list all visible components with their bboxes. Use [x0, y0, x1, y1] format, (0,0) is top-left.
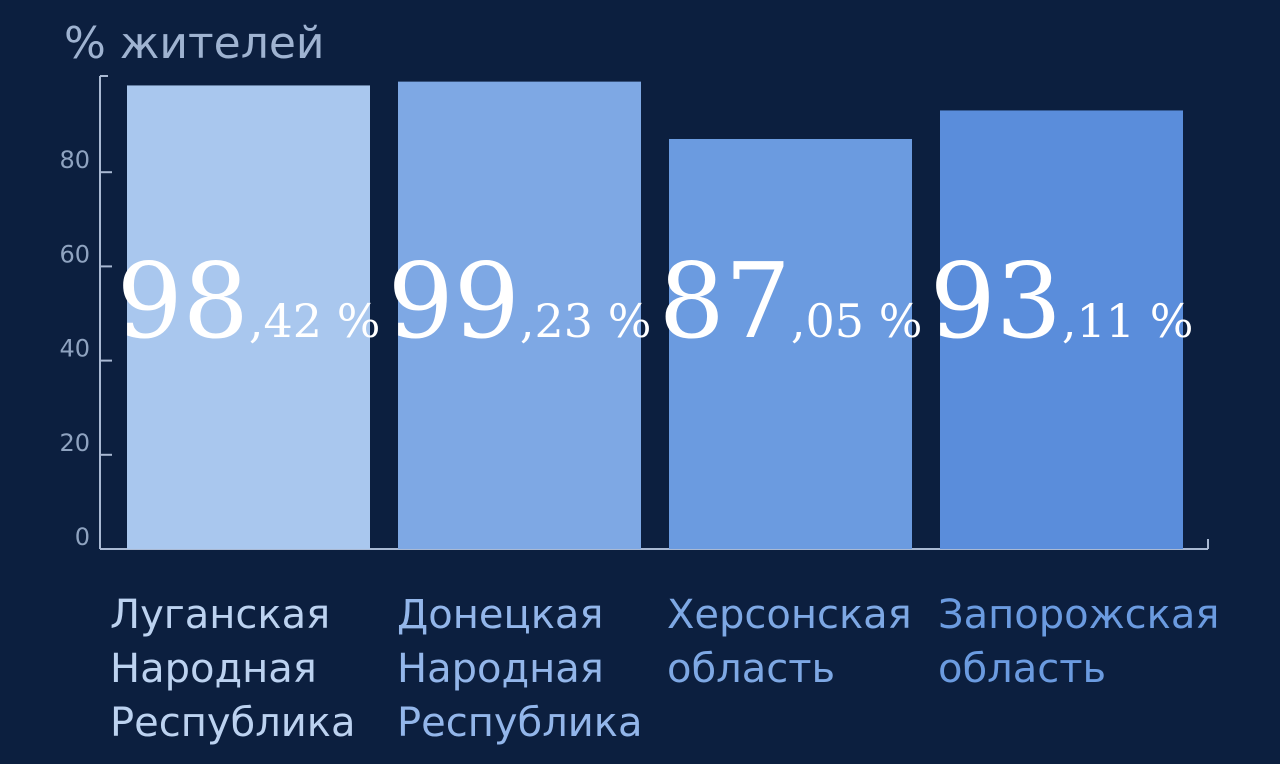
bar-value-integer: 93 — [930, 240, 1062, 362]
bar — [669, 138, 912, 549]
category-label: Херсонская область — [667, 592, 912, 692]
bar — [398, 81, 641, 549]
y-tick-label: 0 — [75, 523, 90, 551]
bar-value-label: 98,42 % — [117, 240, 381, 362]
category-label: Запорожская область — [938, 592, 1220, 692]
y-tick-label: 60 — [59, 240, 90, 268]
bar-value-label: 93,11 % — [930, 240, 1194, 362]
bar-value-integer: 99 — [388, 240, 520, 362]
category-label: Донецкая Народная Республика — [397, 592, 643, 746]
bar — [127, 85, 370, 549]
y-tick-label: 40 — [59, 335, 90, 363]
bar-value-integer: 87 — [659, 240, 791, 362]
y-tick-label: 80 — [59, 146, 90, 174]
bar-value-decimal: ,05 % — [791, 294, 923, 348]
bar-value-decimal: ,23 % — [520, 294, 652, 348]
y-axis-label: % жителей — [64, 18, 325, 69]
bar-value-label: 87,05 % — [659, 240, 923, 362]
bar-value-decimal: ,42 % — [249, 294, 381, 348]
category-label: Луганская Народная Республика — [110, 592, 356, 746]
bar-value-integer: 98 — [117, 240, 249, 362]
y-tick-label: 20 — [59, 429, 90, 457]
bar-value-label: 99,23 % — [388, 240, 652, 362]
bar — [940, 110, 1183, 549]
bar-value-decimal: ,11 % — [1062, 294, 1194, 348]
